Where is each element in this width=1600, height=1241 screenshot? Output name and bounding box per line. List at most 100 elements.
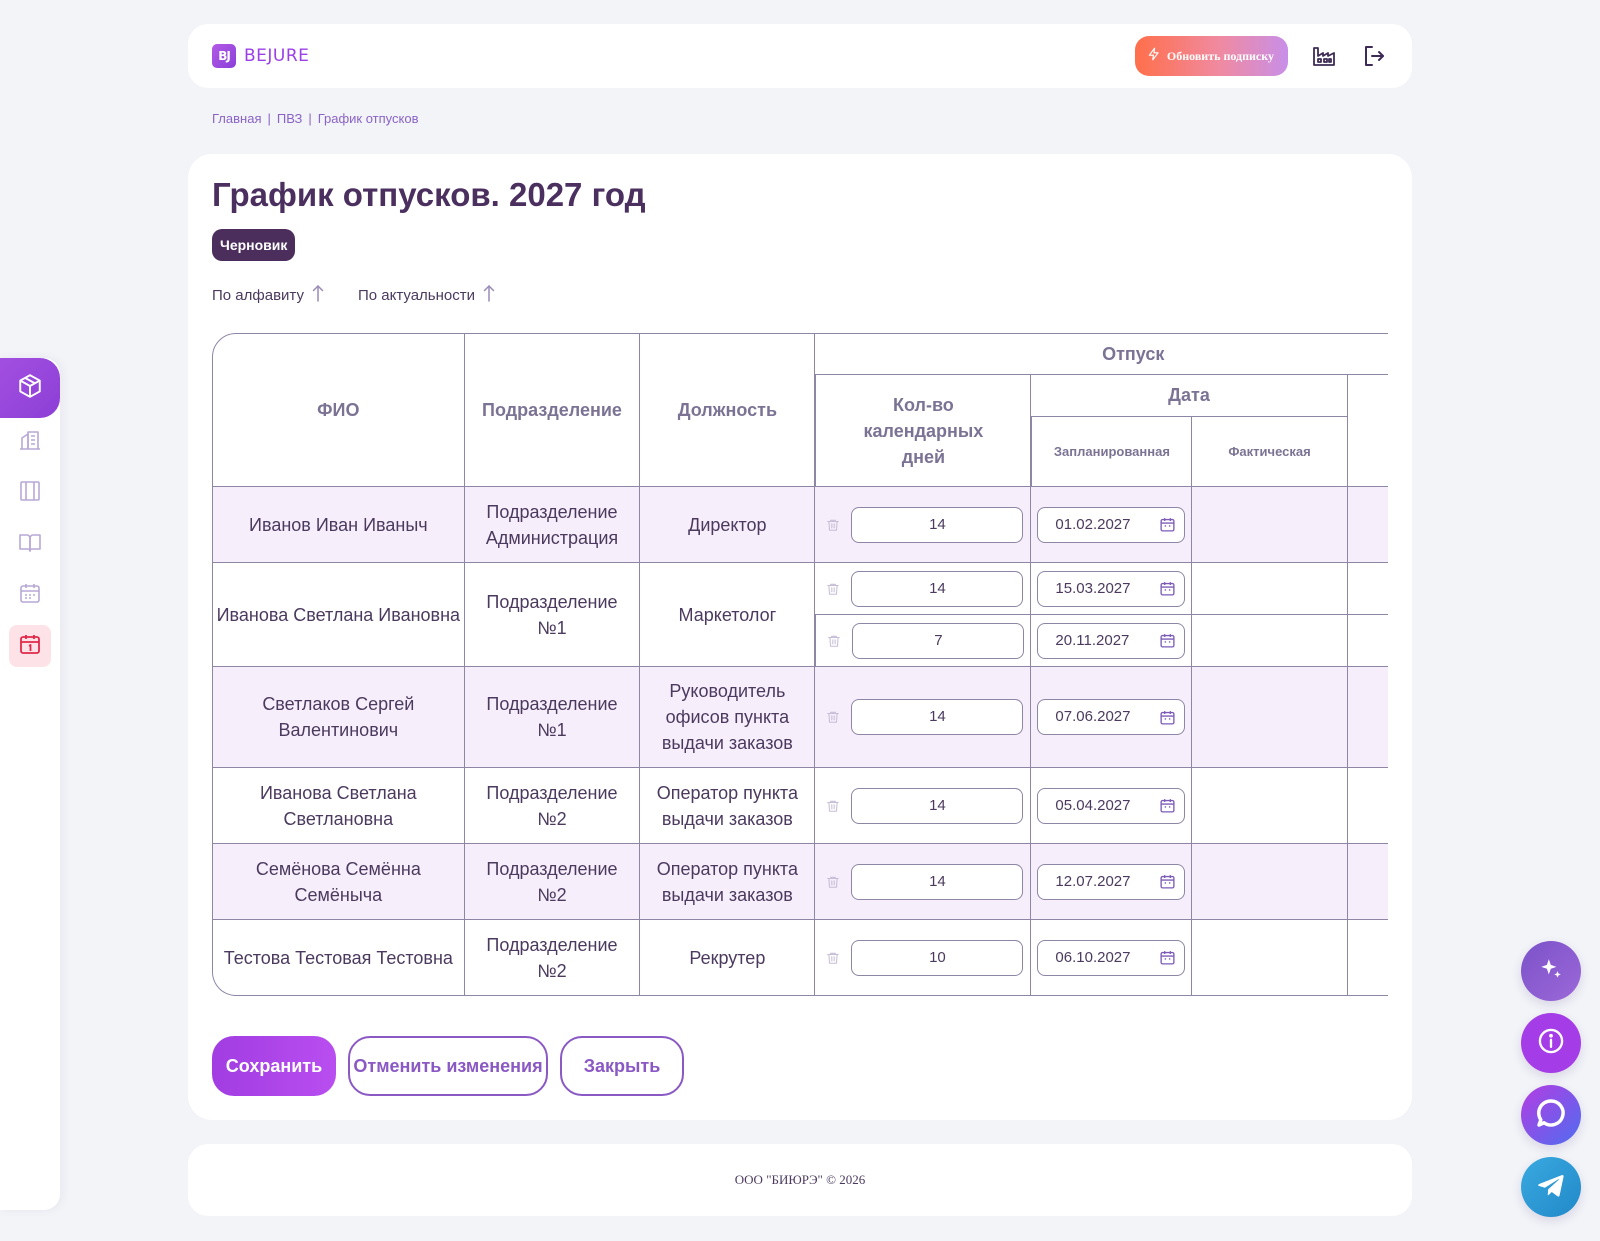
cell-extra xyxy=(1347,920,1388,996)
trash-icon[interactable] xyxy=(826,633,842,649)
logo-text: BEJURE xyxy=(244,46,310,66)
planned-date-input[interactable]: 07.06.2027 xyxy=(1037,699,1186,735)
planned-date-input[interactable]: 06.10.2027 xyxy=(1037,939,1186,976)
breadcrumb-pvz[interactable]: ПВЗ xyxy=(276,111,303,126)
breadcrumb-separator: | xyxy=(267,111,271,126)
cell-fio: Семёнова Семённа Семёныча xyxy=(212,844,465,920)
planned-date-input[interactable]: 20.11.2027 xyxy=(1037,622,1186,659)
logout-icon[interactable] xyxy=(1360,42,1388,70)
footer-copyright: ООО "БИЮРЭ" © 2026 xyxy=(734,1172,866,1187)
lightning-icon xyxy=(1147,47,1161,65)
table-row: Семёнова Семённа Семёныча Подразделение №… xyxy=(212,844,1388,920)
header-extra xyxy=(1347,375,1388,487)
header-days: Кол-во календарных дней xyxy=(815,375,1032,487)
calendar-icon[interactable] xyxy=(1158,708,1176,726)
planned-date-input[interactable]: 01.02.2027 xyxy=(1037,506,1186,543)
sidebar-item-board[interactable] xyxy=(9,472,51,514)
calendar-icon[interactable] xyxy=(1158,873,1176,891)
calendar-icon[interactable] xyxy=(1158,580,1176,598)
days-wrap: 10 xyxy=(821,939,1024,976)
sidebar-item-calendar[interactable] xyxy=(9,574,51,616)
planned-date-value: 05.04.2027 xyxy=(1055,796,1131,814)
days-input[interactable]: 14 xyxy=(851,506,1024,543)
table-row: 7 20.11.2027 xyxy=(212,615,1388,667)
sort-relevance-label: По актуальности xyxy=(357,286,475,304)
days-input[interactable]: 14 xyxy=(851,863,1024,900)
cancel-changes-button[interactable]: Отменить изменения xyxy=(348,1036,548,1096)
days-wrap: 14 xyxy=(821,863,1024,900)
header-planned: Запланированная xyxy=(1031,417,1193,487)
calendar-icon xyxy=(18,581,42,609)
days-input[interactable]: 14 xyxy=(851,787,1024,824)
cell-actual-date[interactable] xyxy=(1192,615,1348,667)
left-sidebar xyxy=(0,358,60,1210)
calendar-icon[interactable] xyxy=(1158,632,1176,650)
footer: ООО "БИЮРЭ" © 2026 xyxy=(188,1144,1412,1216)
sidebar-item-vacation-schedule[interactable] xyxy=(9,625,51,667)
telegram-icon xyxy=(1536,1170,1566,1204)
calendar-icon[interactable] xyxy=(1158,797,1176,815)
sidebar-item-box[interactable] xyxy=(0,358,60,418)
cell-planned-date: 07.06.2027 xyxy=(1031,667,1193,768)
cell-actual-date[interactable] xyxy=(1192,487,1348,563)
planned-date-input[interactable]: 12.07.2027 xyxy=(1037,863,1186,900)
upgrade-label: Обновить подписку xyxy=(1166,48,1274,63)
factory-icon[interactable] xyxy=(1310,42,1338,70)
cell-actual-date[interactable] xyxy=(1192,920,1348,996)
days-input[interactable]: 14 xyxy=(851,699,1024,735)
cell-fio: Иванов Иван Иваныч xyxy=(212,487,465,563)
chat-button[interactable] xyxy=(1521,1085,1581,1145)
cell-department: Подразделение №1 xyxy=(464,563,641,667)
save-button[interactable]: Сохранить xyxy=(212,1036,336,1096)
cell-extra xyxy=(1347,768,1388,844)
trash-icon[interactable] xyxy=(825,517,841,533)
cell-department: Подразделение Администрация xyxy=(464,487,641,563)
header-position: Должность xyxy=(640,333,816,487)
trash-icon[interactable] xyxy=(825,709,841,725)
sort-relevance-button[interactable]: По актуальности xyxy=(358,284,495,306)
header-department: Подразделение xyxy=(464,333,641,487)
cell-position: Маркетолог xyxy=(640,563,816,667)
days-wrap: 14 xyxy=(821,699,1024,735)
upgrade-subscription-button[interactable]: Обновить подписку xyxy=(1134,36,1288,76)
trash-icon[interactable] xyxy=(825,950,841,966)
header-vacation: Отпуск xyxy=(815,333,1388,375)
table-row: Иванова Светлана Светлановна Подразделени… xyxy=(212,768,1388,844)
planned-date-input[interactable]: 05.04.2027 xyxy=(1037,787,1186,824)
cell-actual-date[interactable] xyxy=(1192,844,1348,920)
sidebar-item-buildings[interactable] xyxy=(9,421,51,463)
sidebar-item-book[interactable] xyxy=(9,523,51,565)
info-button[interactable] xyxy=(1521,1013,1581,1073)
vacation-table: ФИО Подразделение Должность Отпуск Кол-в… xyxy=(212,333,1388,996)
planned-date-value: 20.11.2027 xyxy=(1055,631,1130,649)
close-button[interactable]: Закрыть xyxy=(560,1036,684,1096)
breadcrumb-home[interactable]: Главная xyxy=(212,111,262,126)
cell-days: 14 xyxy=(815,844,1032,920)
cell-days: 14 xyxy=(815,667,1032,768)
days-input[interactable]: 14 xyxy=(851,570,1024,607)
vacation-table-container[interactable]: ФИО Подразделение Должность Отпуск Кол-в… xyxy=(212,333,1388,1009)
planned-date-input[interactable]: 15.03.2027 xyxy=(1037,570,1186,607)
sort-alphabet-button[interactable]: По алфавиту xyxy=(212,284,324,306)
cell-actual-date[interactable] xyxy=(1192,563,1348,615)
ai-assistant-button[interactable] xyxy=(1521,941,1581,1001)
trash-icon[interactable] xyxy=(825,798,841,814)
cell-fio: Светлаков Сергей Валентинович xyxy=(212,667,465,768)
planned-date-value: 15.03.2027 xyxy=(1055,579,1131,597)
trash-icon[interactable] xyxy=(825,581,841,597)
breadcrumb-separator: | xyxy=(308,111,312,126)
cell-actual-date[interactable] xyxy=(1192,768,1348,844)
arrow-up-icon xyxy=(312,284,324,306)
days-input[interactable]: 7 xyxy=(852,622,1025,659)
days-input[interactable]: 10 xyxy=(851,939,1024,976)
chat-bubble-icon xyxy=(1535,1097,1567,1133)
cell-planned-date: 20.11.2027 xyxy=(1031,615,1193,667)
calendar-icon[interactable] xyxy=(1158,949,1176,967)
trash-icon[interactable] xyxy=(825,874,841,890)
telegram-button[interactable] xyxy=(1521,1157,1581,1217)
logo[interactable]: BJ BEJURE xyxy=(212,44,309,68)
status-badge: Черновик xyxy=(212,229,296,261)
cell-planned-date: 05.04.2027 xyxy=(1031,768,1193,844)
calendar-icon[interactable] xyxy=(1158,516,1176,534)
cell-actual-date[interactable] xyxy=(1192,667,1348,768)
